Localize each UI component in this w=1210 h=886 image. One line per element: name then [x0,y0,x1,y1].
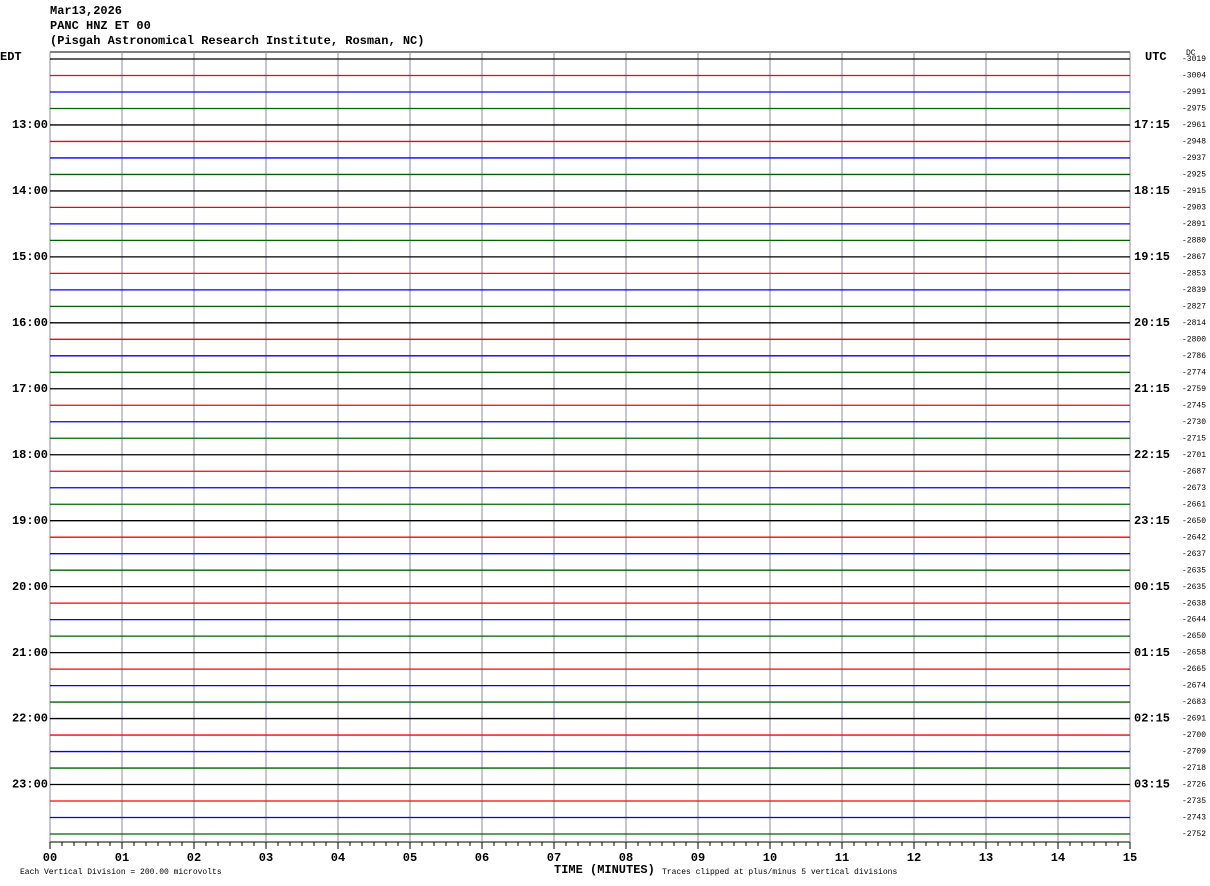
channel: PANC HNZ ET 00 [50,19,151,33]
dc-value: -2700 [1182,731,1206,740]
dc-value: -2701 [1182,451,1206,460]
dc-value: -2745 [1182,401,1206,410]
dc-value: -2891 [1182,220,1206,229]
utc-label: 01:15 [1134,646,1170,660]
utc-label: 18:15 [1134,184,1170,198]
utc-label: 19:15 [1134,250,1170,264]
x-axis-label: TIME (MINUTES) [554,863,655,877]
dc-value: -2683 [1182,698,1206,707]
edt-label: 22:00 [12,712,48,726]
dc-value: -2665 [1182,665,1206,674]
dc-value: -2638 [1182,599,1206,608]
x-tick-label: 12 [907,851,921,865]
dc-value: -2915 [1182,187,1206,196]
dc-value: -2752 [1182,830,1206,839]
x-tick-label: 08 [619,851,633,865]
dc-value: -2673 [1182,484,1206,493]
x-tick-label: 15 [1123,851,1137,865]
edt-label: 14:00 [12,184,48,198]
utc-label: 00:15 [1134,580,1170,594]
dc-value: -2658 [1182,649,1206,658]
x-tick-label: 10 [763,851,777,865]
dc-value: -2903 [1182,204,1206,213]
dc-value: -3004 [1182,72,1206,81]
x-tick-label: 14 [1051,851,1065,865]
x-tick-label: 05 [403,851,417,865]
dc-value: -2650 [1182,517,1206,526]
dc-value: -2774 [1182,368,1206,377]
dc-value: -2948 [1182,138,1206,147]
dc-value: -2635 [1182,566,1206,575]
dc-value: -2759 [1182,385,1206,394]
dc-value: -2839 [1182,286,1206,295]
dc-value: -2925 [1182,171,1206,180]
x-tick-label: 01 [115,851,129,865]
x-tick-label: 04 [331,851,345,865]
dc-value: -2715 [1182,434,1206,443]
utc-label: 03:15 [1134,778,1170,792]
clip-note: Traces clipped at plus/minus 5 vertical … [662,868,897,877]
dc-value: -2691 [1182,715,1206,724]
edt-label: 16:00 [12,316,48,330]
edt-label: 17:00 [12,382,48,396]
dc-value: -2867 [1182,253,1206,262]
station: (Pisgah Astronomical Research Institute,… [50,34,424,48]
x-tick-label: 02 [187,851,201,865]
dc-value: -2880 [1182,236,1206,245]
dc-value: -2718 [1182,764,1206,773]
edt-label: 19:00 [12,514,48,528]
utc-label: 02:15 [1134,712,1170,726]
dc-value: -2853 [1182,269,1206,278]
x-tick-label: 09 [691,851,705,865]
dc-value: -2743 [1182,814,1206,823]
dc-value: -2814 [1182,319,1206,328]
x-tick-label: 13 [979,851,993,865]
x-tick-label: 06 [475,851,489,865]
dc-value: -2937 [1182,154,1206,163]
dc-value: -2827 [1182,302,1206,311]
dc-value: -2961 [1182,121,1206,130]
utc-label: 21:15 [1134,382,1170,396]
utc-label: 17:15 [1134,118,1170,132]
scale-note: Each Vertical Division = 200.00 microvol… [20,868,222,877]
dc-label: DC [1186,49,1196,58]
dc-value: -2975 [1182,105,1206,114]
dc-value: -2637 [1182,550,1206,559]
dc-value: -2991 [1182,88,1206,97]
edt-label: 13:00 [12,118,48,132]
dc-value: -2726 [1182,781,1206,790]
dc-value: -2642 [1182,533,1206,542]
utc-label: 22:15 [1134,448,1170,462]
x-tick-label: 11 [835,851,849,865]
dc-value: -3019 [1182,55,1206,64]
dc-value: -2786 [1182,352,1206,361]
edt-label: 15:00 [12,250,48,264]
x-tick-label: 03 [259,851,273,865]
left-axis-label: EDT [0,50,22,64]
dc-value: -2687 [1182,467,1206,476]
dc-value: -2661 [1182,500,1206,509]
x-tick-label: 00 [43,851,57,865]
edt-label: 23:00 [12,778,48,792]
x-tick-label: 07 [547,851,561,865]
edt-label: 21:00 [12,646,48,660]
dc-value: -2730 [1182,418,1206,427]
edt-label: 18:00 [12,448,48,462]
right-axis-label: UTC [1145,50,1167,64]
dc-value: -2709 [1182,748,1206,757]
dc-value: -2650 [1182,632,1206,641]
dc-value: -2735 [1182,797,1206,806]
dc-value: -2644 [1182,616,1206,625]
date: Mar13,2026 [50,4,122,18]
edt-label: 20:00 [12,580,48,594]
dc-value: -2800 [1182,335,1206,344]
utc-label: 20:15 [1134,316,1170,330]
dc-value: -2674 [1182,682,1206,691]
dc-value: -2635 [1182,583,1206,592]
utc-label: 23:15 [1134,514,1170,528]
